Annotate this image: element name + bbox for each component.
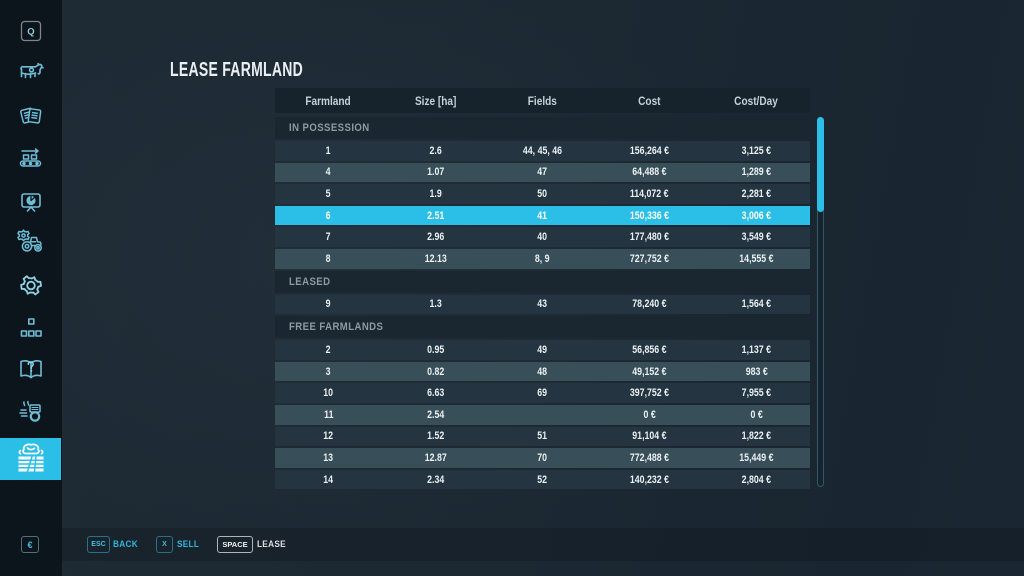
svg-text:Q: Q xyxy=(27,27,34,38)
